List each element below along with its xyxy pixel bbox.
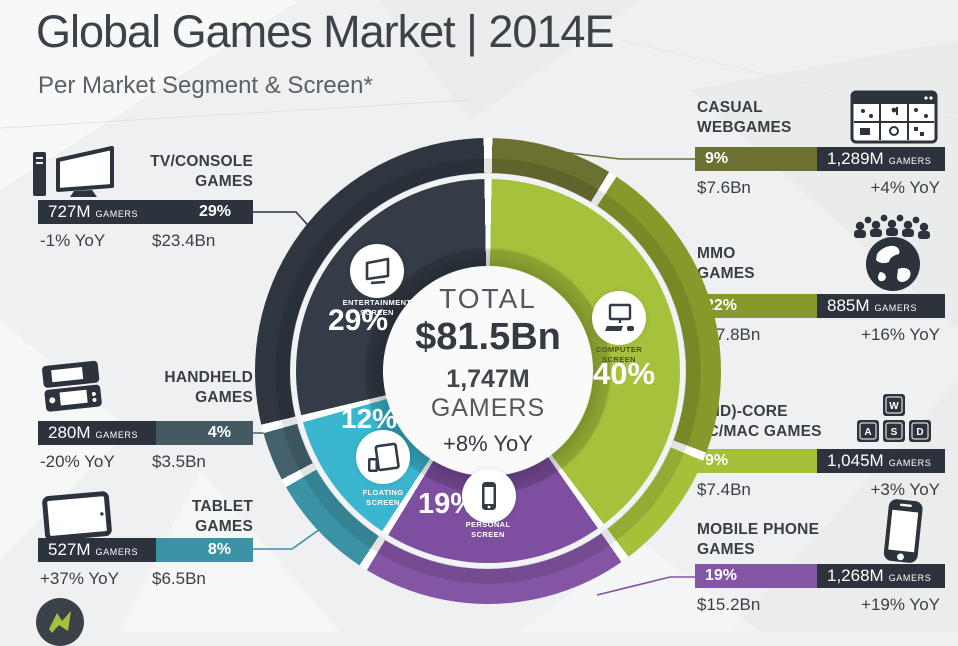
tablet-label: TABLET GAMES [191,498,253,535]
midcore-pcmac-yoy: +3% YoY [870,480,941,499]
page-subtitle: Per Market Segment & Screen* [38,72,373,99]
mobile-phone-revenue: $15.2Bn [697,595,761,614]
mobile-phone-share-cell: 19% [695,564,817,588]
total-yoy: +8% YoY [443,431,533,456]
casual-webgames-icon [850,90,938,144]
total-gamers-label: GAMERS [430,394,546,422]
handheld-label: HANDHELD GAMES [164,369,253,406]
total-revenue: $81.5Bn [415,316,561,358]
mmo-games-icon [846,214,942,294]
casual-webgames-revenue: $7.6Bn [697,178,751,197]
connector-mobile [596,576,695,596]
connector-tablet [253,526,324,550]
floating-screen-label: FLOATING SCREEN [362,488,404,508]
handheld-share-cell: 4% [156,421,253,445]
handheld-gamers-cell: 280M GAMERS [38,421,156,445]
tv-console-icon [30,144,118,200]
tablet-icon [36,488,120,544]
casual-webgames-bar: 9% 1,289M GAMERS [695,147,945,171]
svg-text:S: S [891,427,898,438]
tv-console-gamers-cell: 727M GAMERS [38,200,156,224]
personal-screen-label: PERSONAL SCREEN [465,520,511,540]
handheld-bar: 280M GAMERS 4% [38,421,253,445]
midcore-pcmac-label: (MID)-CORE PC/MAC GAMES [697,403,822,440]
mmo-games-gamers-cell: 885M GAMERS [817,294,945,318]
tablet-yoy: +37% YoY [40,569,119,588]
computer-screen-label: COMPUTER SCREEN [595,345,643,365]
page-title: Global Games Market | 2014E [36,6,614,57]
mmo-games-label: MMO GAMES [697,245,755,282]
handheld-icon [32,358,116,416]
computer-screen-icon [592,291,646,345]
tv-console-share-cell: 29% [156,200,253,224]
tablet-revenue: $6.5Bn [152,569,206,588]
computer-screen-percent: 40% [592,356,656,391]
casual-webgames-yoy: +4% YoY [870,178,941,197]
floating-screen-icon [356,430,410,484]
svg-text:A: A [864,427,871,438]
tv-console-revenue: $23.4Bn [152,231,216,250]
handheld-yoy: -20% YoY [40,452,115,471]
handheld-revenue: $3.5Bn [152,452,206,471]
wasd-keys-icon: W A S D [848,392,940,444]
mmo-games-share-cell: 22% [695,294,817,318]
tv-console-label: TV/CONSOLE GAMES [150,153,253,190]
midcore-pcmac-gamers-cell: 1,045M GAMERS [817,449,945,473]
midcore-pcmac-bar: 9% 1,045M GAMERS [695,449,945,473]
connector-casual [552,150,695,160]
svg-text:D: D [916,427,923,438]
casual-webgames-share-cell: 9% [695,147,817,171]
tablet-gamers-cell: 527M GAMERS [38,538,156,562]
entertainment-screen-icon [350,244,404,298]
donut-center: TOTAL $81.5Bn 1,747M GAMERS +8% YoY [383,266,593,476]
mobile-phone-label: MOBILE PHONE GAMES [697,521,820,558]
total-gamers-value: 1,747M [446,365,530,393]
mobile-phone-bar: 19% 1,268M GAMERS [695,564,945,588]
entertainment-screen-label: ENTERTAINMENT SCREEN [342,298,412,318]
tablet-share-cell: 8% [156,538,253,562]
mobile-phone-gamers-cell: 1,268M GAMERS [817,564,945,588]
svg-text:W: W [889,401,899,412]
mobile-phone-icon [872,498,934,568]
total-label: TOTAL [439,283,537,314]
personal-screen-icon [462,469,516,523]
donut-chart: TOTAL $81.5Bn 1,747M GAMERS +8% YoY ENTE… [255,138,721,604]
tv-console-bar: 727M GAMERS 29% [38,200,253,224]
connector-lines [253,150,706,596]
entertainment-screen-percent: 29% [327,304,389,337]
mmo-games-yoy: +16% YoY [861,325,940,344]
floating-screen-percent: 12% [340,403,398,434]
casual-webgames-label: CASUAL WEBGAMES [697,99,792,136]
mmo-games-bar: 22% 885M GAMERS [695,294,945,318]
mobile-phone-yoy: +19% YoY [861,595,940,614]
tablet-bar: 527M GAMERS 8% [38,538,253,562]
casual-webgames-gamers-cell: 1,289M GAMERS [817,147,945,171]
tv-console-yoy: -1% YoY [40,231,106,250]
midcore-pcmac-share-cell: 9% [695,449,817,473]
midcore-pcmac-revenue: $7.4Bn [697,480,751,499]
